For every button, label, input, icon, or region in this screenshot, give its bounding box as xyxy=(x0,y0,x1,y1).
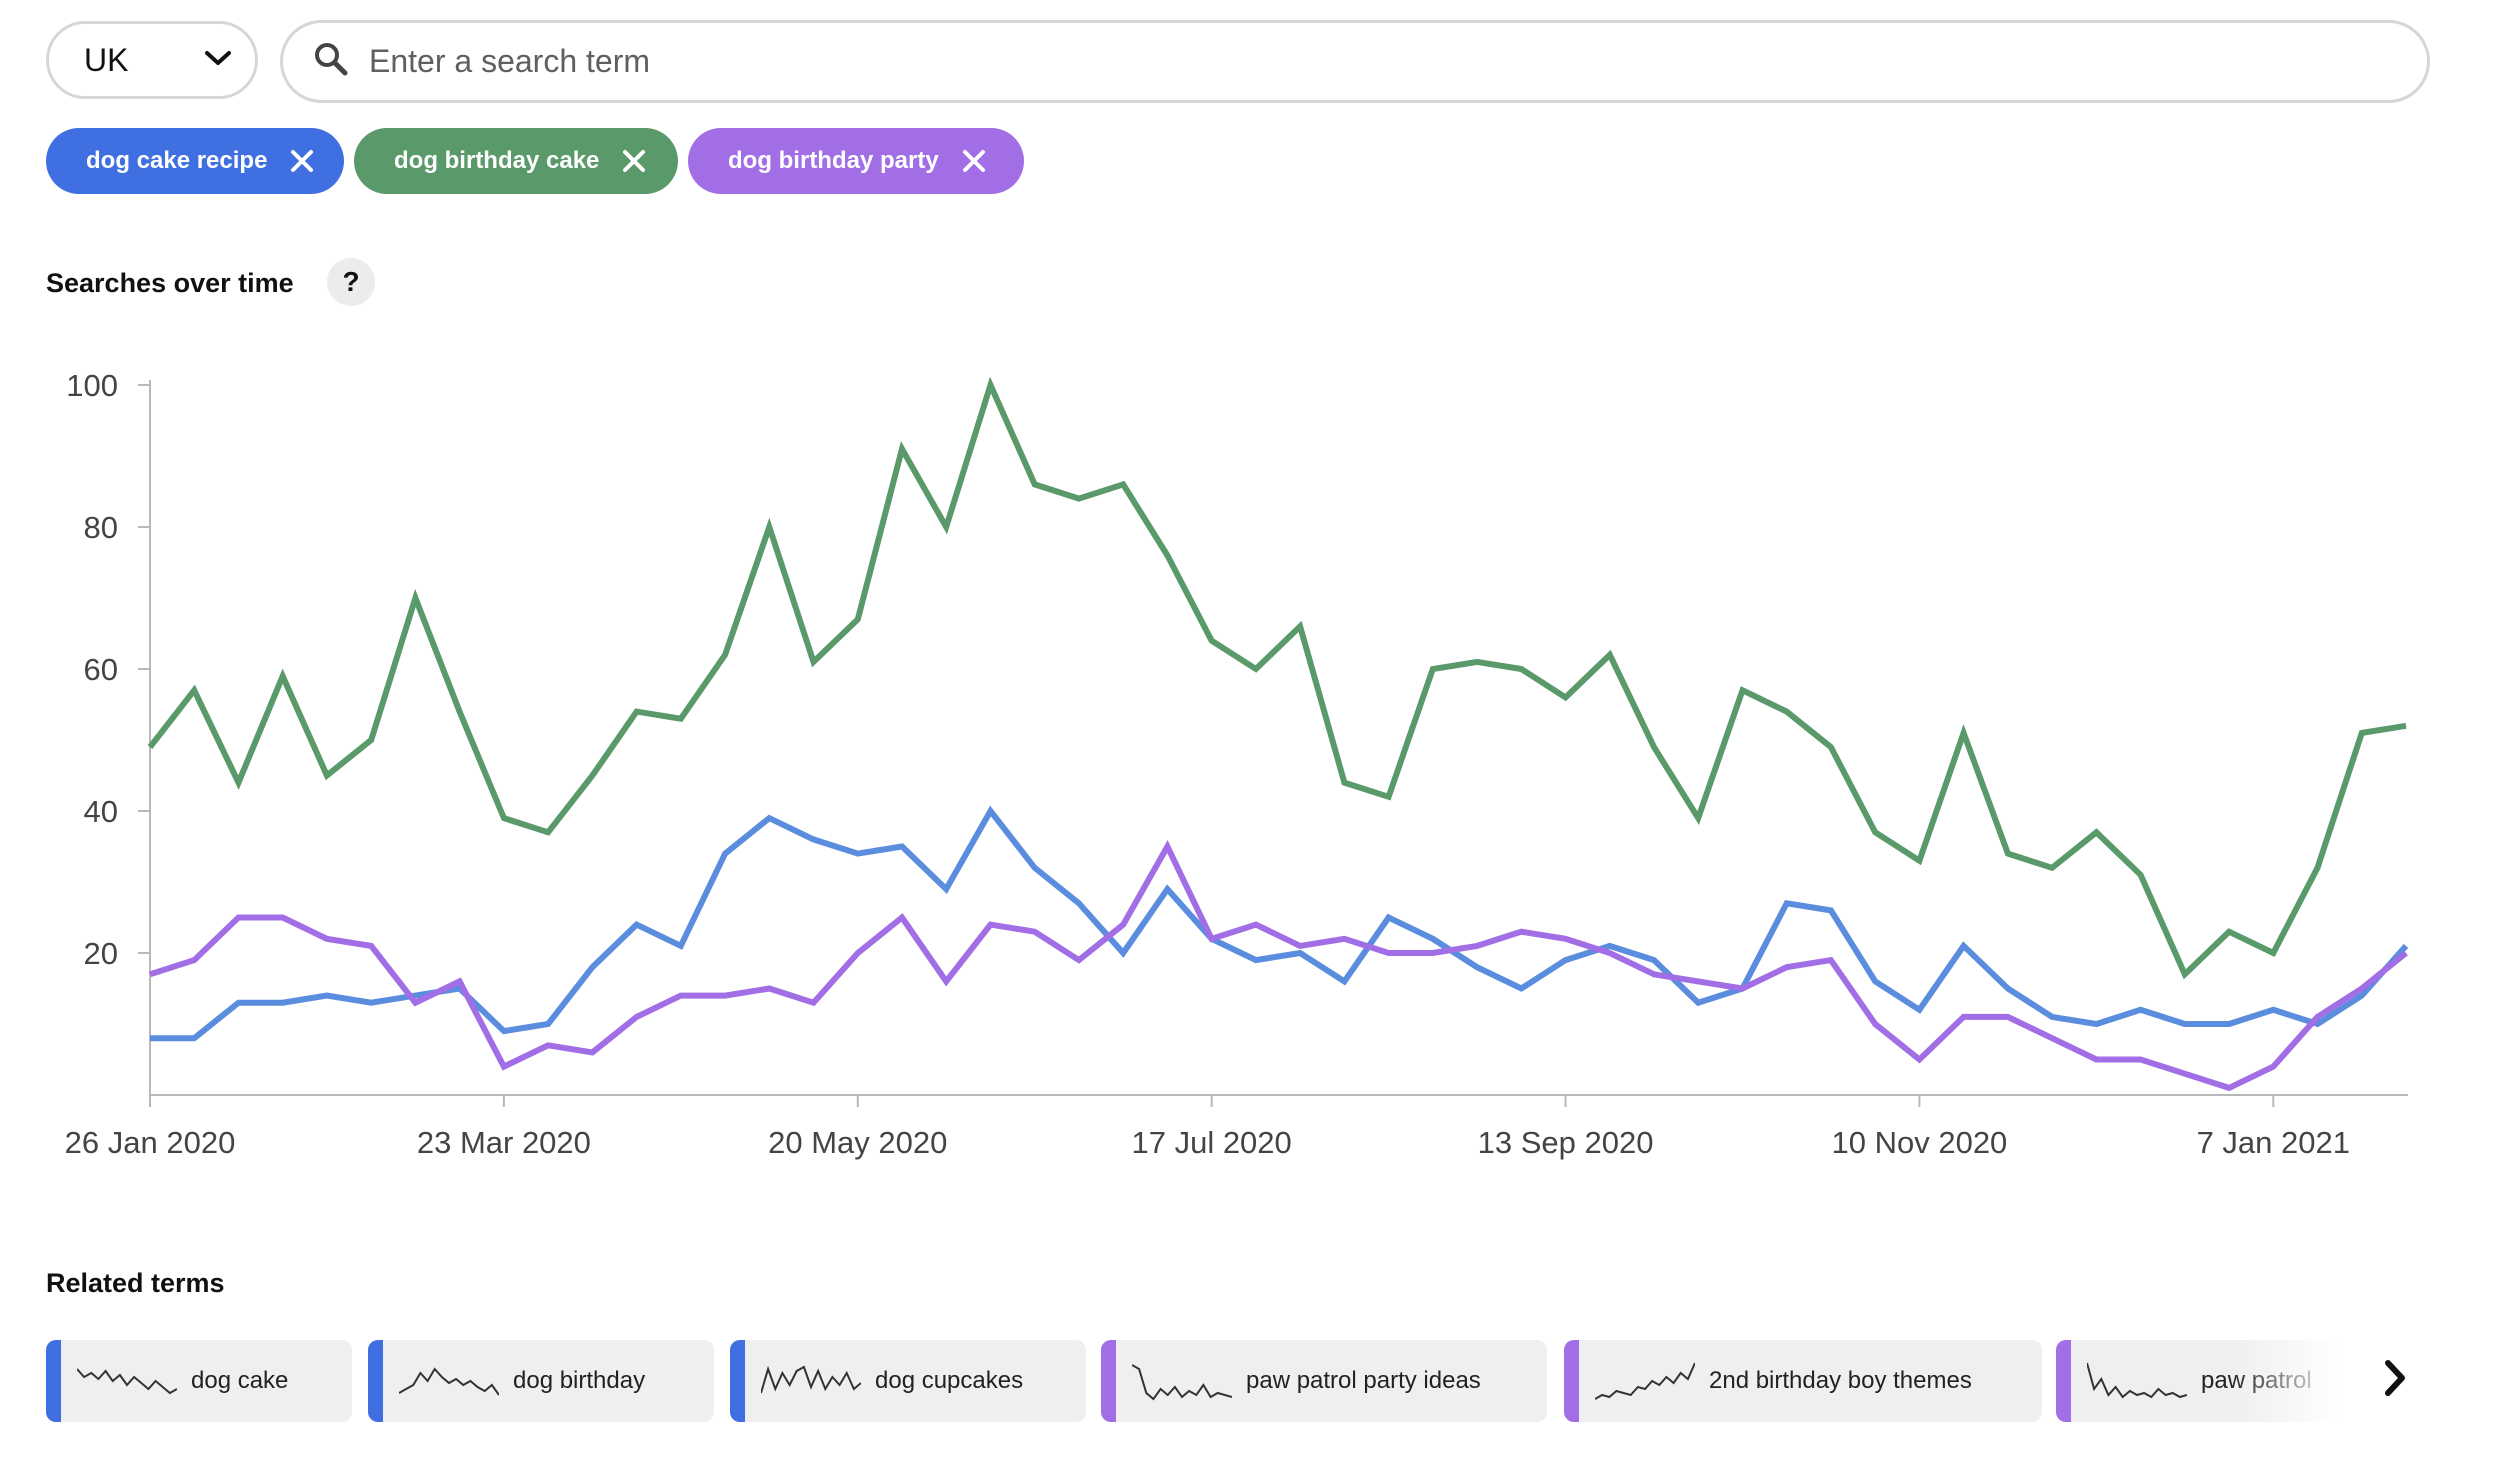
term-chip-dog-birthday-cake: dog birthday cake xyxy=(354,128,678,194)
sparkline-icon xyxy=(761,1365,861,1394)
x-tick-label: 17 Jul 2020 xyxy=(1131,1125,1291,1160)
sparkline-path xyxy=(1595,1362,1695,1400)
chevron-right-icon xyxy=(2380,1358,2410,1403)
search-bar[interactable] xyxy=(280,20,2430,103)
scroll-fade xyxy=(2230,1335,2370,1427)
related-term-card[interactable]: dog cupcakes xyxy=(730,1340,1086,1422)
search-icon xyxy=(313,41,349,82)
sparkline-icon xyxy=(399,1367,499,1396)
sparkline-path xyxy=(77,1368,177,1395)
term-color-bar xyxy=(730,1340,745,1422)
sparkline-path xyxy=(399,1367,499,1396)
y-tick-label: 20 xyxy=(84,936,118,971)
related-term-label: paw patrol party ideas xyxy=(1246,1367,1481,1394)
term-color-bar xyxy=(1101,1340,1116,1422)
sparkline-path xyxy=(2087,1362,2187,1399)
search-input[interactable] xyxy=(367,42,2271,81)
related-term-card[interactable]: paw patrol party ideas xyxy=(1101,1340,1547,1422)
chip-label: dog birthday cake xyxy=(394,147,600,174)
related-term-card[interactable]: dog cake xyxy=(46,1340,352,1422)
related-term-card[interactable]: 2nd birthday boy themes xyxy=(1564,1340,2042,1422)
series-line-dog-birthday-cake xyxy=(147,376,2407,980)
country-value: UK xyxy=(84,41,129,78)
chart-title: Searches over time xyxy=(46,268,294,298)
sparkline-icon xyxy=(1595,1362,1695,1400)
term-color-bar xyxy=(1564,1340,1579,1422)
close-icon[interactable] xyxy=(285,144,319,178)
series-line-dog-cake-recipe xyxy=(150,805,2409,1042)
related-term-card[interactable]: dog birthday xyxy=(368,1340,714,1422)
x-tick-label: 20 May 2020 xyxy=(768,1125,947,1160)
y-tick-label: 40 xyxy=(84,794,118,829)
y-tick-label: 80 xyxy=(84,510,118,545)
sparkline-path xyxy=(761,1365,861,1394)
help-button[interactable]: ? xyxy=(327,258,375,306)
x-tick-label: 7 Jan 2021 xyxy=(2197,1125,2350,1160)
sparkline-icon xyxy=(77,1368,177,1395)
sparkline-icon xyxy=(1132,1364,1232,1401)
related-term-label: dog cake xyxy=(191,1367,289,1394)
related-term-label: dog cupcakes xyxy=(875,1367,1024,1394)
term-color-bar xyxy=(368,1340,383,1422)
sparkline-path xyxy=(1132,1364,1232,1401)
term-color-bar xyxy=(2056,1340,2071,1422)
close-icon[interactable] xyxy=(617,144,651,178)
series-line-dog-birthday-party xyxy=(149,840,2408,1092)
question-mark-icon: ? xyxy=(342,266,360,297)
y-tick-label: 100 xyxy=(66,368,118,403)
term-chip-dog-cake-recipe: dog cake recipe xyxy=(46,128,344,194)
y-tick-label: 60 xyxy=(84,652,118,687)
term-color-bar xyxy=(46,1340,61,1422)
related-terms-title: Related terms xyxy=(46,1268,225,1298)
term-chip-dog-birthday-party: dog birthday party xyxy=(688,128,1024,194)
sparkline-icon xyxy=(2087,1362,2187,1399)
chevron-down-icon xyxy=(203,48,233,73)
country-select[interactable]: UK xyxy=(46,21,258,99)
close-icon[interactable] xyxy=(957,144,991,178)
x-tick-label: 26 Jan 2020 xyxy=(65,1125,236,1160)
next-button[interactable] xyxy=(2370,1352,2420,1408)
related-term-label: dog birthday xyxy=(513,1367,646,1394)
chip-label: dog cake recipe xyxy=(86,147,268,174)
x-tick-label: 23 Mar 2020 xyxy=(417,1125,591,1160)
chip-label: dog birthday party xyxy=(728,147,939,174)
x-tick-label: 13 Sep 2020 xyxy=(1478,1125,1654,1160)
related-term-label: 2nd birthday boy themes xyxy=(1709,1367,1972,1394)
x-tick-label: 10 Nov 2020 xyxy=(1832,1125,2008,1160)
searches-over-time-chart: 20 40 60 80 100 26 Jan 2020 23 Mar 2020 20 May … xyxy=(65,368,2409,1160)
